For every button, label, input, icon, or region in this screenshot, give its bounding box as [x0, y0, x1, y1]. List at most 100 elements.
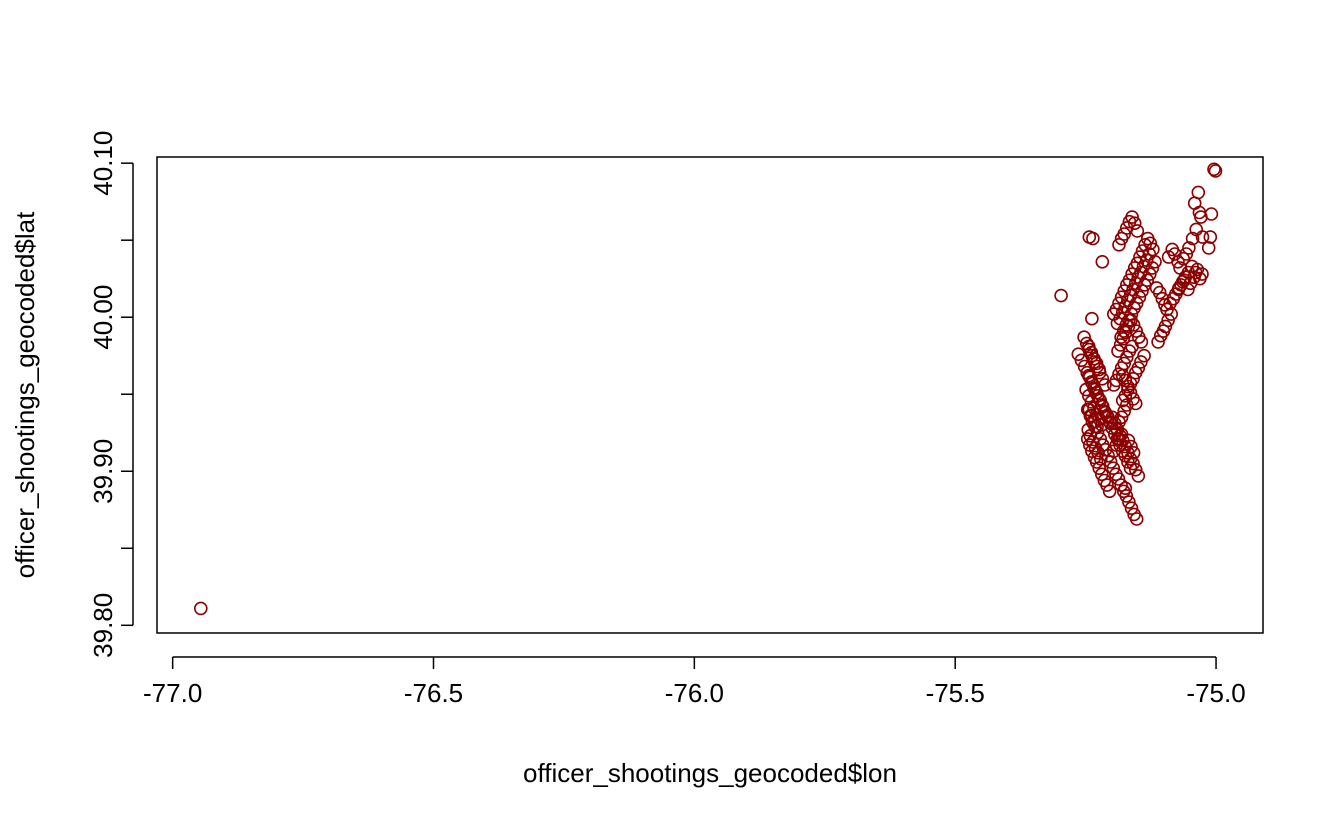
data-point	[1185, 231, 1200, 246]
data-point	[1092, 461, 1106, 476]
data-point	[1140, 231, 1155, 246]
data-point	[1146, 242, 1160, 257]
data-point	[1118, 373, 1133, 388]
data-point	[1090, 419, 1104, 434]
data-point	[1155, 291, 1170, 306]
data-point	[1172, 281, 1186, 295]
data-point	[1128, 276, 1143, 291]
data-point	[1127, 216, 1142, 230]
data-point	[1107, 307, 1121, 321]
data-point	[1100, 408, 1114, 423]
x-axis-label: officer_shootings_geocoded$lon	[523, 758, 897, 788]
data-point	[1114, 361, 1129, 375]
data-point	[1092, 362, 1106, 377]
y-tick-label: 40.10	[88, 131, 118, 196]
data-point	[1115, 393, 1130, 408]
data-point	[1120, 278, 1134, 292]
data-point	[1095, 254, 1110, 269]
data-point	[1122, 214, 1137, 229]
data-point	[1165, 242, 1179, 257]
data-point	[1116, 331, 1130, 346]
data-point	[1054, 288, 1068, 303]
data-point	[1129, 324, 1143, 338]
data-point	[1133, 250, 1147, 264]
data-point	[1121, 319, 1136, 334]
data-point	[1122, 495, 1136, 509]
y-tick-label: 39.80	[88, 593, 118, 658]
data-point	[1128, 396, 1143, 411]
data-point	[1119, 325, 1133, 340]
y-axis: 39.80 39.90 40.00 40.10	[88, 131, 134, 658]
data-point	[1082, 368, 1096, 383]
data-point	[1117, 284, 1131, 298]
data-point	[1093, 432, 1107, 446]
data-point	[1095, 467, 1109, 482]
plot-frame	[156, 156, 1264, 634]
data-point	[1101, 448, 1115, 463]
data-point	[1098, 442, 1113, 457]
y-tick-label: 40.00	[88, 285, 118, 350]
data-point	[1127, 261, 1142, 275]
data-point	[1125, 267, 1139, 281]
data-point	[1112, 238, 1126, 252]
data-point	[1083, 438, 1097, 452]
data-point	[1085, 408, 1099, 423]
data-point	[1163, 296, 1177, 311]
data-point	[1123, 461, 1138, 476]
data-point	[1095, 398, 1109, 412]
data-point	[1119, 489, 1134, 503]
data-point	[1121, 293, 1135, 308]
x-axis: -77.0 -76.5 -76.0 -75.5 -75.0	[143, 656, 1246, 708]
data-point	[1134, 355, 1148, 369]
data-point	[1189, 222, 1203, 237]
y-tick-label: 39.90	[88, 439, 118, 504]
data-point	[1120, 221, 1134, 235]
data-point	[1153, 328, 1168, 343]
data-point	[1092, 392, 1106, 406]
x-tick-label: -76.5	[404, 678, 463, 708]
data-point	[1120, 350, 1134, 365]
data-point	[1131, 469, 1146, 483]
data-point	[1114, 231, 1129, 246]
data-point	[1089, 356, 1104, 371]
data-point	[1112, 296, 1126, 311]
data-point	[1111, 472, 1126, 486]
data-point	[1161, 250, 1176, 264]
data-point	[1122, 344, 1137, 358]
data-point	[1129, 512, 1144, 526]
data-point	[1207, 162, 1221, 177]
x-tick-label: -75.0	[1186, 678, 1245, 708]
data-point	[1128, 462, 1143, 477]
data-point	[1091, 445, 1105, 460]
x-tick-label: -77.0	[143, 678, 202, 708]
data-point	[1107, 378, 1121, 392]
x-tick-label: -75.5	[926, 678, 985, 708]
data-point	[1124, 501, 1139, 516]
data-points	[194, 162, 1223, 616]
data-point	[1117, 404, 1131, 419]
data-point	[1103, 455, 1118, 469]
data-point	[1115, 305, 1130, 320]
data-point	[1121, 379, 1135, 394]
data-point	[1114, 478, 1128, 492]
data-point	[1131, 270, 1146, 285]
data-point	[1137, 348, 1151, 363]
data-point	[1118, 299, 1133, 314]
data-point	[1102, 484, 1117, 499]
data-point	[1164, 307, 1178, 321]
data-point	[1124, 313, 1138, 328]
data-point	[1086, 231, 1100, 246]
data-point	[1128, 365, 1143, 380]
data-point	[1082, 339, 1096, 354]
data-point	[1102, 415, 1117, 429]
data-point	[1187, 196, 1202, 210]
data-point	[1089, 455, 1104, 469]
data-point	[1085, 311, 1099, 326]
data-point	[1105, 421, 1119, 435]
data-point	[1136, 259, 1151, 274]
data-point	[1114, 290, 1129, 305]
data-point	[1158, 298, 1172, 312]
data-point	[1201, 241, 1216, 255]
data-point	[1100, 478, 1114, 492]
